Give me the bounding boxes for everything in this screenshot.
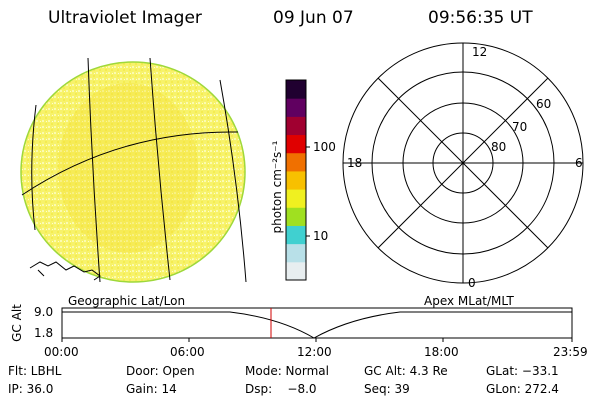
altitude-curve xyxy=(62,311,572,339)
status-flt: Flt: LBHL xyxy=(8,364,62,378)
colorbar xyxy=(286,80,306,281)
strip-left-label: Geographic Lat/Lon xyxy=(68,294,186,308)
strip-ytick-high: 9.0 xyxy=(34,305,54,319)
status-mode: Mode: Normal xyxy=(245,364,329,378)
app-title: Ultraviolet Imager xyxy=(48,8,202,28)
colorbar-band xyxy=(286,152,306,172)
strip-xtick-1800: 18:00 xyxy=(424,345,459,359)
coastline xyxy=(29,261,101,281)
colorbar-ticks xyxy=(306,146,310,237)
strip-xtick-0600: 06:00 xyxy=(170,345,205,359)
strip-axis-label: GC Alt xyxy=(10,304,24,342)
lat-label-60: 60 xyxy=(536,97,552,111)
status-door: Door: Open xyxy=(126,364,195,378)
status-glat: GLat: −33.1 xyxy=(486,364,559,378)
colorbar-band xyxy=(286,261,306,281)
status-dsp: Dsp: −8.0 xyxy=(245,382,317,396)
mlt-label-18: 18 xyxy=(347,156,363,170)
strip-xtick-0000: 00:00 xyxy=(44,345,79,359)
colorbar-band xyxy=(286,116,306,136)
status-gc-alt: GC Alt: 4.3 Re xyxy=(364,364,448,378)
lat-label-70: 70 xyxy=(512,120,528,134)
altitude-strip-chart xyxy=(61,307,573,342)
colorbar-tick-100: 100 xyxy=(313,140,336,154)
colorbar-band xyxy=(286,225,306,245)
strip-ytick-low: 1.8 xyxy=(34,326,54,340)
colorbar-band xyxy=(286,134,306,154)
colorbar-band xyxy=(286,80,306,99)
colorbar-band xyxy=(286,207,306,226)
colorbar-band xyxy=(286,189,306,208)
status-glon: GLon: 272.4 xyxy=(486,382,559,396)
colorbar-frame xyxy=(285,79,307,281)
date-label: 09 Jun 07 xyxy=(273,8,354,28)
status-seq: Seq: 39 xyxy=(364,382,410,396)
mlt-label-12: 12 xyxy=(472,45,488,59)
colorbar-band xyxy=(286,170,306,190)
lat-label-80: 80 xyxy=(491,140,507,154)
status-ip: IP: 36.0 xyxy=(8,382,54,396)
time-label: 09:56:35 UT xyxy=(428,8,533,28)
strip-right-label: Apex MLat/MLT xyxy=(424,294,514,308)
mlt-label-6: 6 xyxy=(575,156,583,170)
colorbar-unit-label: photon cm⁻²s⁻¹ xyxy=(270,140,284,234)
uv-earth-image xyxy=(20,57,247,283)
mlt-label-0: 0 xyxy=(468,276,476,290)
colorbar-tick-10: 10 xyxy=(313,229,329,243)
status-gain: Gain: 14 xyxy=(126,382,177,396)
colorbar-band xyxy=(286,98,306,117)
strip-xtick-2359: 23:59 xyxy=(553,345,588,359)
colorbar-band xyxy=(286,243,306,263)
polar-plot xyxy=(342,42,584,284)
geo-grid-lines xyxy=(21,57,247,283)
strip-xtick-1200: 12:00 xyxy=(297,345,332,359)
